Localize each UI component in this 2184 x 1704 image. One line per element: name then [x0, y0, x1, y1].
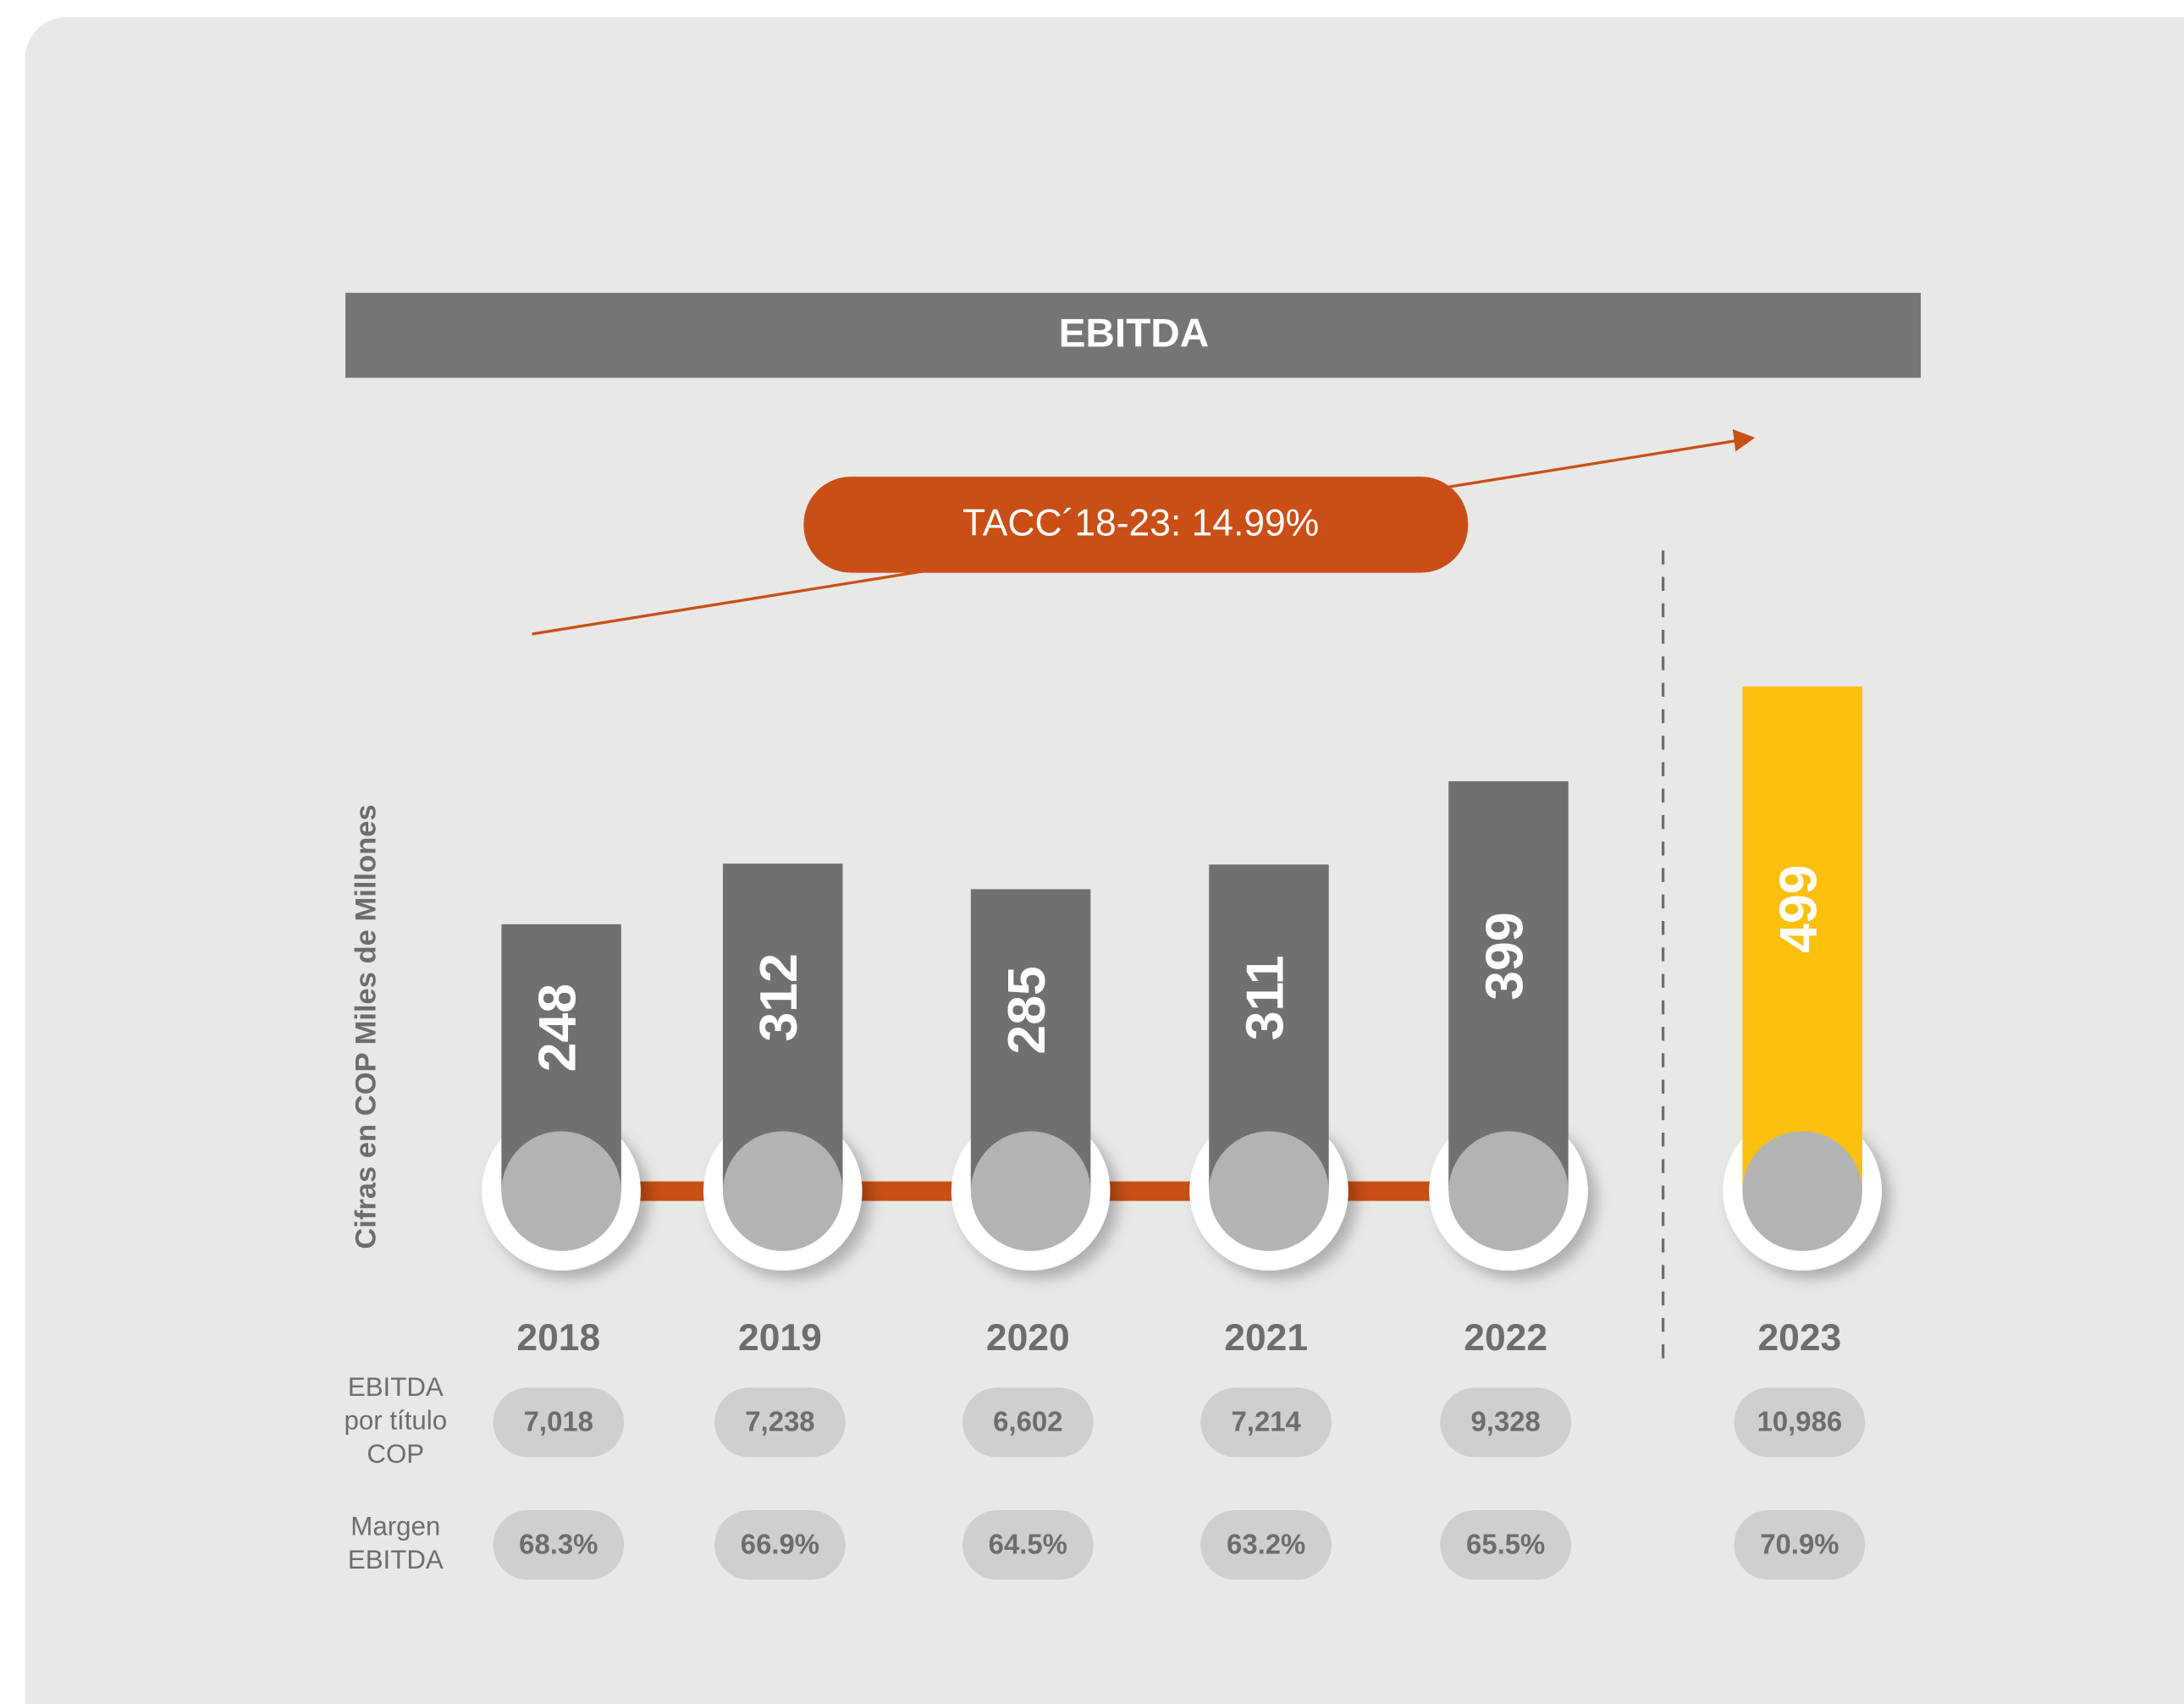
x-tick-label: 2018	[516, 1317, 600, 1359]
bar-value-label: 311	[1235, 955, 1294, 1040]
value-pill	[962, 1509, 1094, 1580]
arrow-head	[1732, 429, 1756, 452]
x-tick-label: 2021	[1224, 1317, 1308, 1359]
value-pill-label: 10,986	[1757, 1406, 1843, 1437]
bar-value-label: 248	[528, 984, 587, 1072]
value-pill-label: 70.9%	[1760, 1528, 1839, 1559]
value-pill-label: 63.2%	[1227, 1528, 1305, 1559]
x-tick-label: 2020	[986, 1317, 1070, 1359]
value-pill	[493, 1509, 625, 1580]
base-dot	[970, 1131, 1091, 1251]
value-pill	[493, 1387, 625, 1458]
value-pill	[1734, 1509, 1866, 1580]
value-pill-label: 7,018	[524, 1406, 593, 1437]
x-tick-label: 2022	[1464, 1317, 1547, 1359]
base-dot	[501, 1131, 621, 1251]
value-pill-label: 68.3%	[519, 1528, 598, 1559]
row-label-box: Margen EBITDA	[347, 1513, 444, 1576]
bar	[1448, 780, 1569, 1192]
bar-value-label: 499	[1769, 865, 1828, 953]
y-axis-label: Cifras en COP Miles de Millones	[350, 804, 383, 1249]
value-pill-label: 64.5%	[989, 1528, 1067, 1559]
row-label: Margen EBITDA	[347, 1513, 444, 1576]
value-pill-label: 7,238	[745, 1406, 814, 1437]
base-dot	[1209, 1131, 1329, 1251]
bar	[1742, 686, 1862, 1192]
x-tick-label: 2023	[1757, 1317, 1841, 1359]
annotation: TACC´18-23: 14.99%	[962, 502, 1319, 543]
chart-title: EBITDA	[1059, 311, 1210, 356]
value-pill	[1440, 1387, 1572, 1458]
base-dot	[1448, 1131, 1569, 1251]
row-label-box: EBITDA por título COP	[344, 1373, 448, 1470]
annotation-pill	[803, 477, 1469, 573]
bar-value-label: 285	[997, 966, 1056, 1054]
value-pill	[1734, 1387, 1866, 1458]
value-pill	[962, 1387, 1094, 1458]
value-pill	[714, 1509, 846, 1580]
row-label: EBITDA por título COP	[344, 1373, 448, 1470]
panel	[25, 17, 2184, 1704]
value-pill	[1200, 1387, 1332, 1458]
value-pill-label: 65.5%	[1466, 1528, 1545, 1559]
base-dot	[1742, 1131, 1862, 1251]
base-dot	[722, 1131, 843, 1251]
value-pill-label: 6,602	[993, 1406, 1062, 1437]
value-pill	[1440, 1509, 1572, 1580]
title-bar	[345, 292, 1922, 378]
value-pill	[1200, 1509, 1332, 1580]
value-pill-label: 7,214	[1232, 1406, 1302, 1437]
x-tick-label: 2019	[738, 1317, 822, 1359]
bar-value-label: 312	[749, 953, 808, 1041]
value-pill-label: 9,328	[1471, 1406, 1541, 1437]
value-pill	[714, 1387, 846, 1458]
bar-value-label: 399	[1475, 912, 1534, 1000]
value-pill-label: 66.9%	[741, 1528, 819, 1559]
